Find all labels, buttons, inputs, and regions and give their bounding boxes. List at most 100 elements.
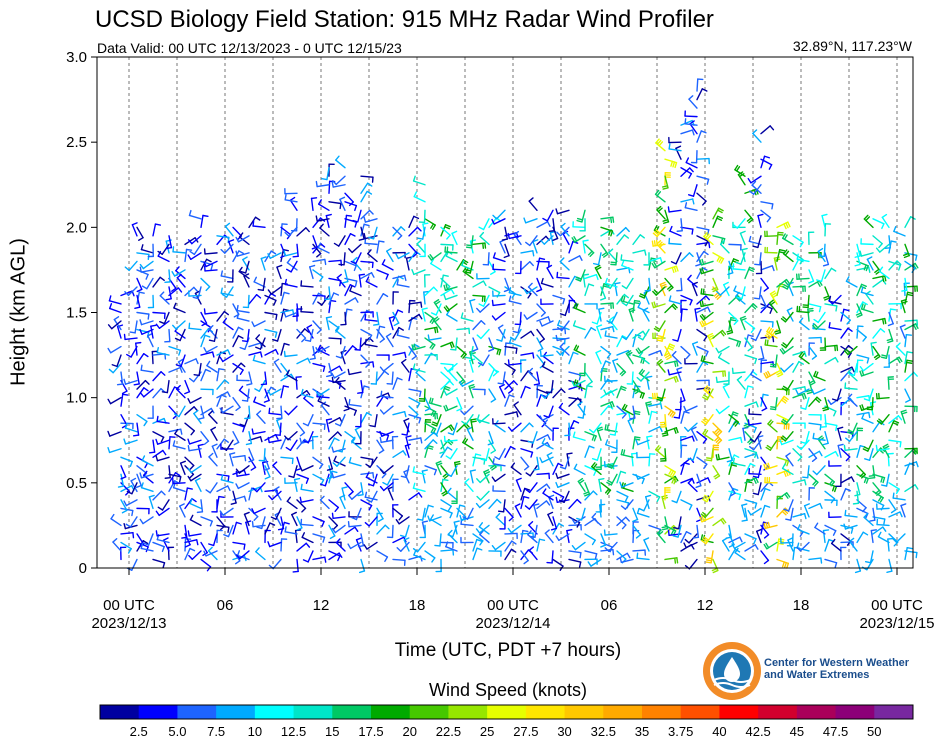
barb-shaft [760,303,770,314]
barb-shaft [552,516,558,530]
barb-flag [733,320,739,326]
barb-shaft [184,248,188,263]
wind-barb [687,274,698,288]
barb-shaft [232,335,240,348]
barb-flag [156,347,159,354]
barb-flag [754,358,758,365]
barb-flag [147,313,150,320]
barb-flag [732,411,739,415]
barb-flag [559,313,566,317]
barb-flag [668,345,675,349]
wind-barb [328,437,340,450]
barb-shaft [120,499,128,512]
barb-shaft [244,260,250,274]
barb-flag [606,424,609,431]
wind-barb [235,250,250,257]
barb-flag [198,417,205,420]
barb-flag [541,361,546,368]
wind-barb [396,279,410,288]
barb-flag [127,548,132,554]
wind-barb [418,209,426,223]
barb-shaft [245,521,250,535]
barb-flag [676,366,683,371]
barb-shaft [280,405,283,419]
wind-barb [541,438,554,450]
barb-flag [656,496,661,503]
barb-shaft [741,504,746,518]
barb-flag [135,341,142,344]
barb-flag [299,437,303,444]
wind-barb [497,324,506,339]
barb-shaft [568,371,582,376]
barb-flag [139,518,144,525]
barb-flag [187,445,190,452]
barb-shaft [360,260,374,264]
barb-flag [578,255,583,261]
wind-barb [210,426,218,441]
barb-flag [703,335,708,342]
wind-barb [701,533,714,545]
barb-flag [703,463,708,470]
barb-flag [663,221,670,224]
wind-barb [150,324,157,339]
barb-flag [530,330,535,337]
barb-flag [422,222,429,225]
barb-flag [716,255,721,262]
barb-flag [332,180,337,186]
barb-flag [498,349,502,356]
barb-flag [192,296,199,300]
barb-shaft [116,325,122,339]
barb-shaft [424,431,435,441]
barb-shaft [360,533,365,547]
wind-barb [760,294,767,310]
wind-barb [509,328,522,341]
wind-barb [423,290,430,305]
barb-shaft [360,223,365,237]
wind-barb [728,436,743,444]
barb-shaft [632,507,639,521]
barb-shaft [616,490,629,498]
wind-barb [461,414,474,426]
barb-shaft [728,533,735,546]
wind-barb [536,257,546,271]
wind-barb [379,405,394,415]
barb-flag [331,376,334,384]
barb-shaft [359,337,362,351]
barb-flag [418,492,423,498]
wind-barb [380,390,394,399]
barb-flag [720,258,725,264]
wind-barb [619,556,634,563]
wind-barb [680,531,692,544]
barb-shaft [568,396,582,401]
barb-flag [348,491,354,496]
barb-flag [727,272,734,276]
wind-barb [392,309,404,322]
wind-barb [752,482,762,496]
barb-flag [139,328,143,335]
barb-shaft [689,123,698,135]
wind-barb [712,215,723,229]
barb-shaft [744,320,756,330]
wind-barb [656,388,666,402]
barb-flag [134,306,141,309]
barb-shaft [785,455,794,467]
barb-shaft [532,240,538,254]
barb-flag [254,216,261,221]
wind-barb [119,546,127,561]
wind-barb [785,452,794,467]
barb-flag [608,229,612,236]
barb-shaft [696,226,710,231]
barb-flag [107,447,111,454]
barb-flag [524,385,531,390]
barb-flag [774,329,781,333]
wind-barb [385,333,394,348]
barb-shaft [286,500,298,510]
barb-flag [586,385,593,388]
barb-shaft [728,448,733,462]
barb-shaft [136,465,148,474]
wind-barb [289,196,298,212]
barb-shaft [380,395,394,399]
barb-flag [354,297,359,303]
wind-barb [536,328,545,343]
barb-flag [733,285,737,292]
